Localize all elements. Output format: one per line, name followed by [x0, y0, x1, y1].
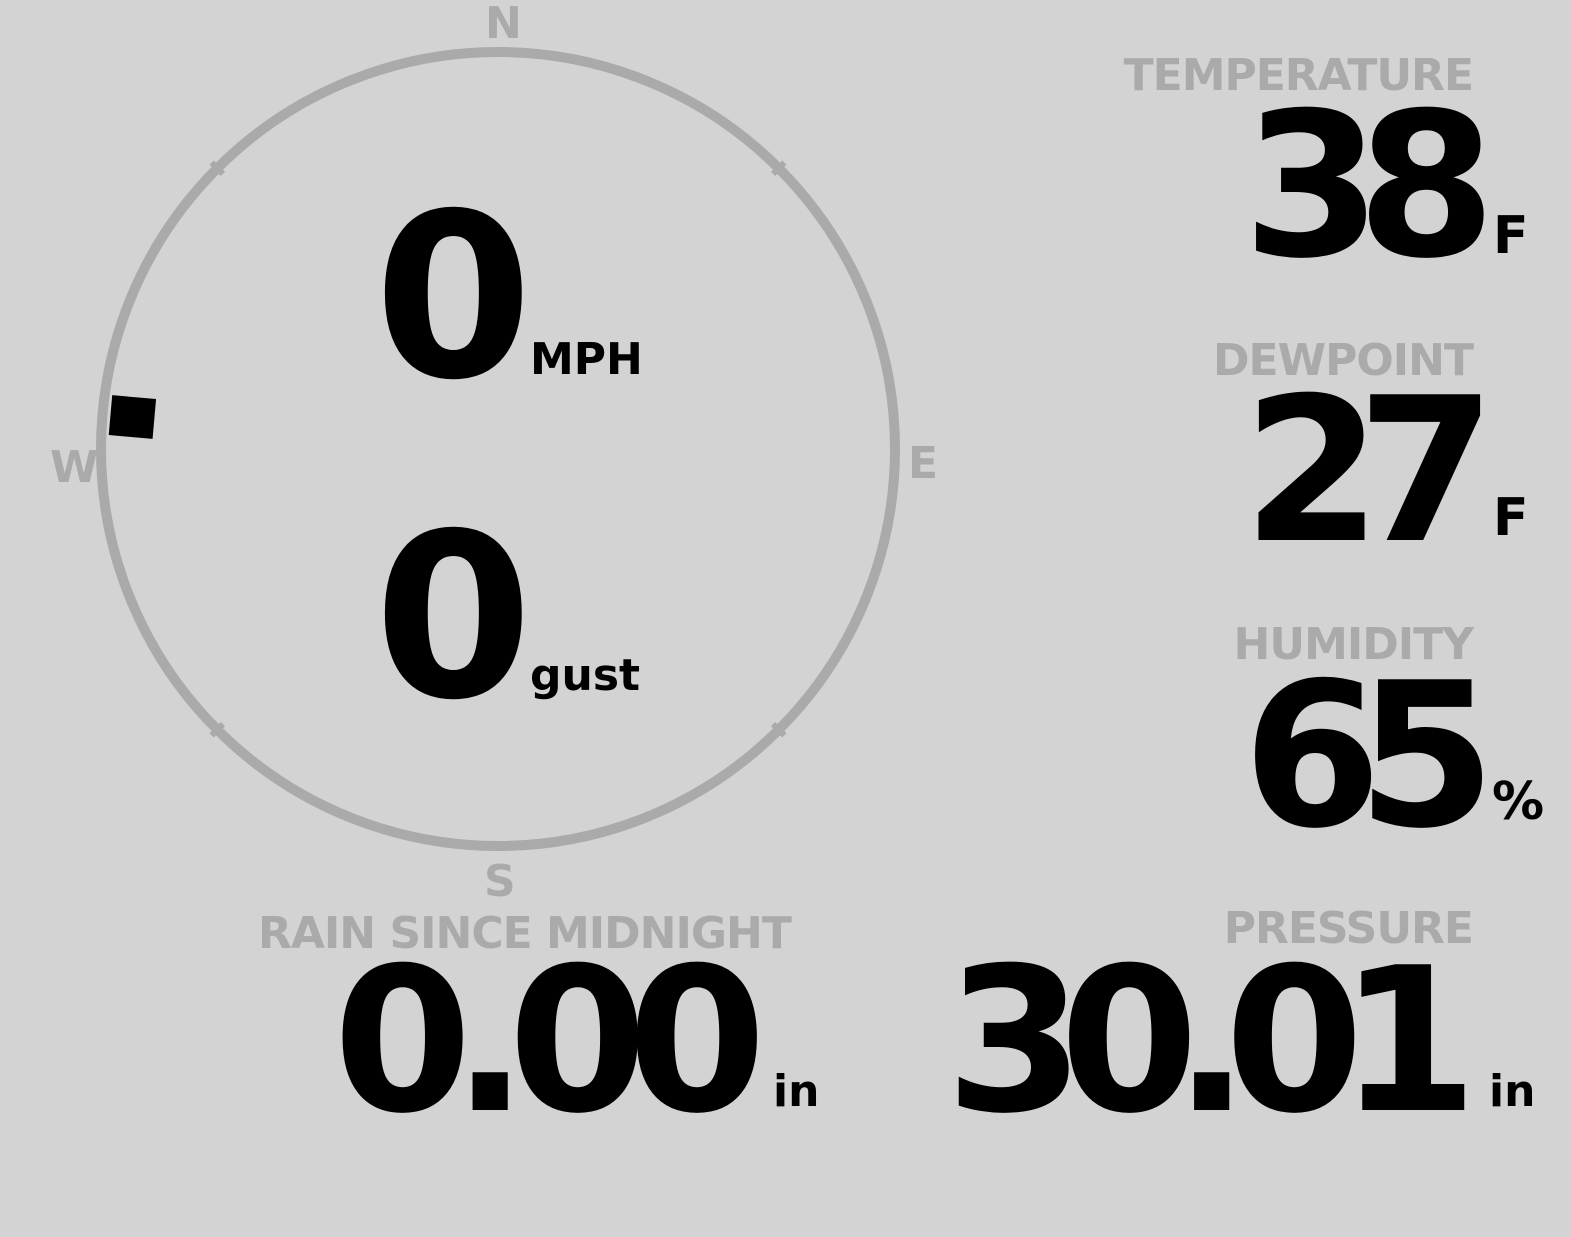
dewpoint-value: 27 — [1242, 355, 1496, 588]
humidity-value: 65 — [1242, 640, 1496, 873]
compass-tick — [770, 721, 787, 738]
wind-speed-value: 0 — [374, 164, 533, 430]
compass-tick — [209, 721, 226, 738]
humidity-label: HUMIDITY — [1233, 619, 1474, 670]
pressure-unit: in — [1489, 1066, 1536, 1117]
pressure-label: PRESSURE — [1223, 903, 1474, 954]
rain-label: RAIN SINCE MIDNIGHT — [258, 908, 792, 959]
humidity-unit: % — [1492, 772, 1545, 832]
dewpoint-unit: F — [1493, 488, 1529, 548]
rain-value: 0.00 — [333, 925, 766, 1158]
temperature-unit: F — [1493, 206, 1529, 266]
compass-ring — [96, 47, 900, 851]
wind-speed-unit: MPH — [530, 334, 643, 385]
rain-unit: in — [773, 1066, 820, 1117]
compass-south-label: S — [484, 856, 516, 907]
wind-direction-marker — [108, 395, 157, 439]
temperature-label: TEMPERATURE — [1123, 50, 1474, 101]
dewpoint-label: DEWPOINT — [1213, 335, 1474, 386]
compass-tick — [770, 160, 787, 177]
temperature-value: 38 — [1242, 70, 1496, 303]
wind-gust-value: 0 — [374, 484, 533, 750]
compass-ticks — [209, 160, 787, 738]
compass-east-label: E — [908, 438, 939, 489]
wind-gust-label: gust — [530, 650, 641, 701]
compass-west-label: W — [50, 442, 99, 493]
compass — [96, 47, 900, 851]
pressure-value: 30.01 — [945, 925, 1478, 1158]
compass-tick — [209, 160, 226, 177]
compass-north-label: N — [485, 0, 522, 49]
